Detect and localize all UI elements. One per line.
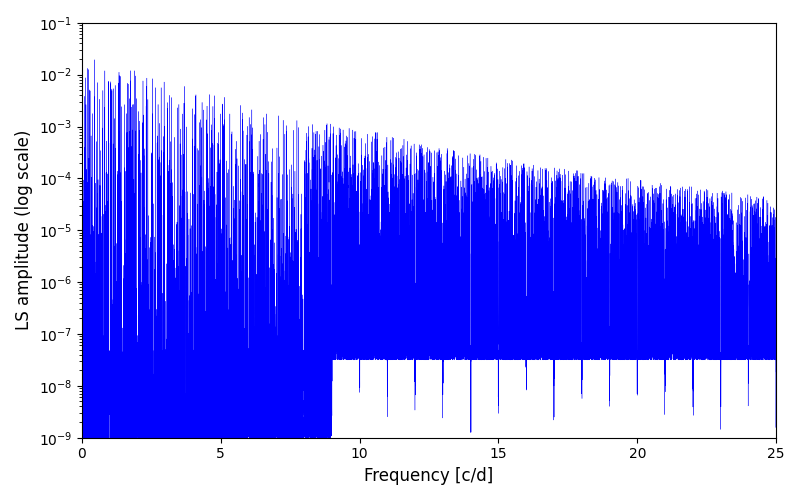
X-axis label: Frequency [c/d]: Frequency [c/d] [364, 467, 494, 485]
Y-axis label: LS amplitude (log scale): LS amplitude (log scale) [15, 130, 33, 330]
